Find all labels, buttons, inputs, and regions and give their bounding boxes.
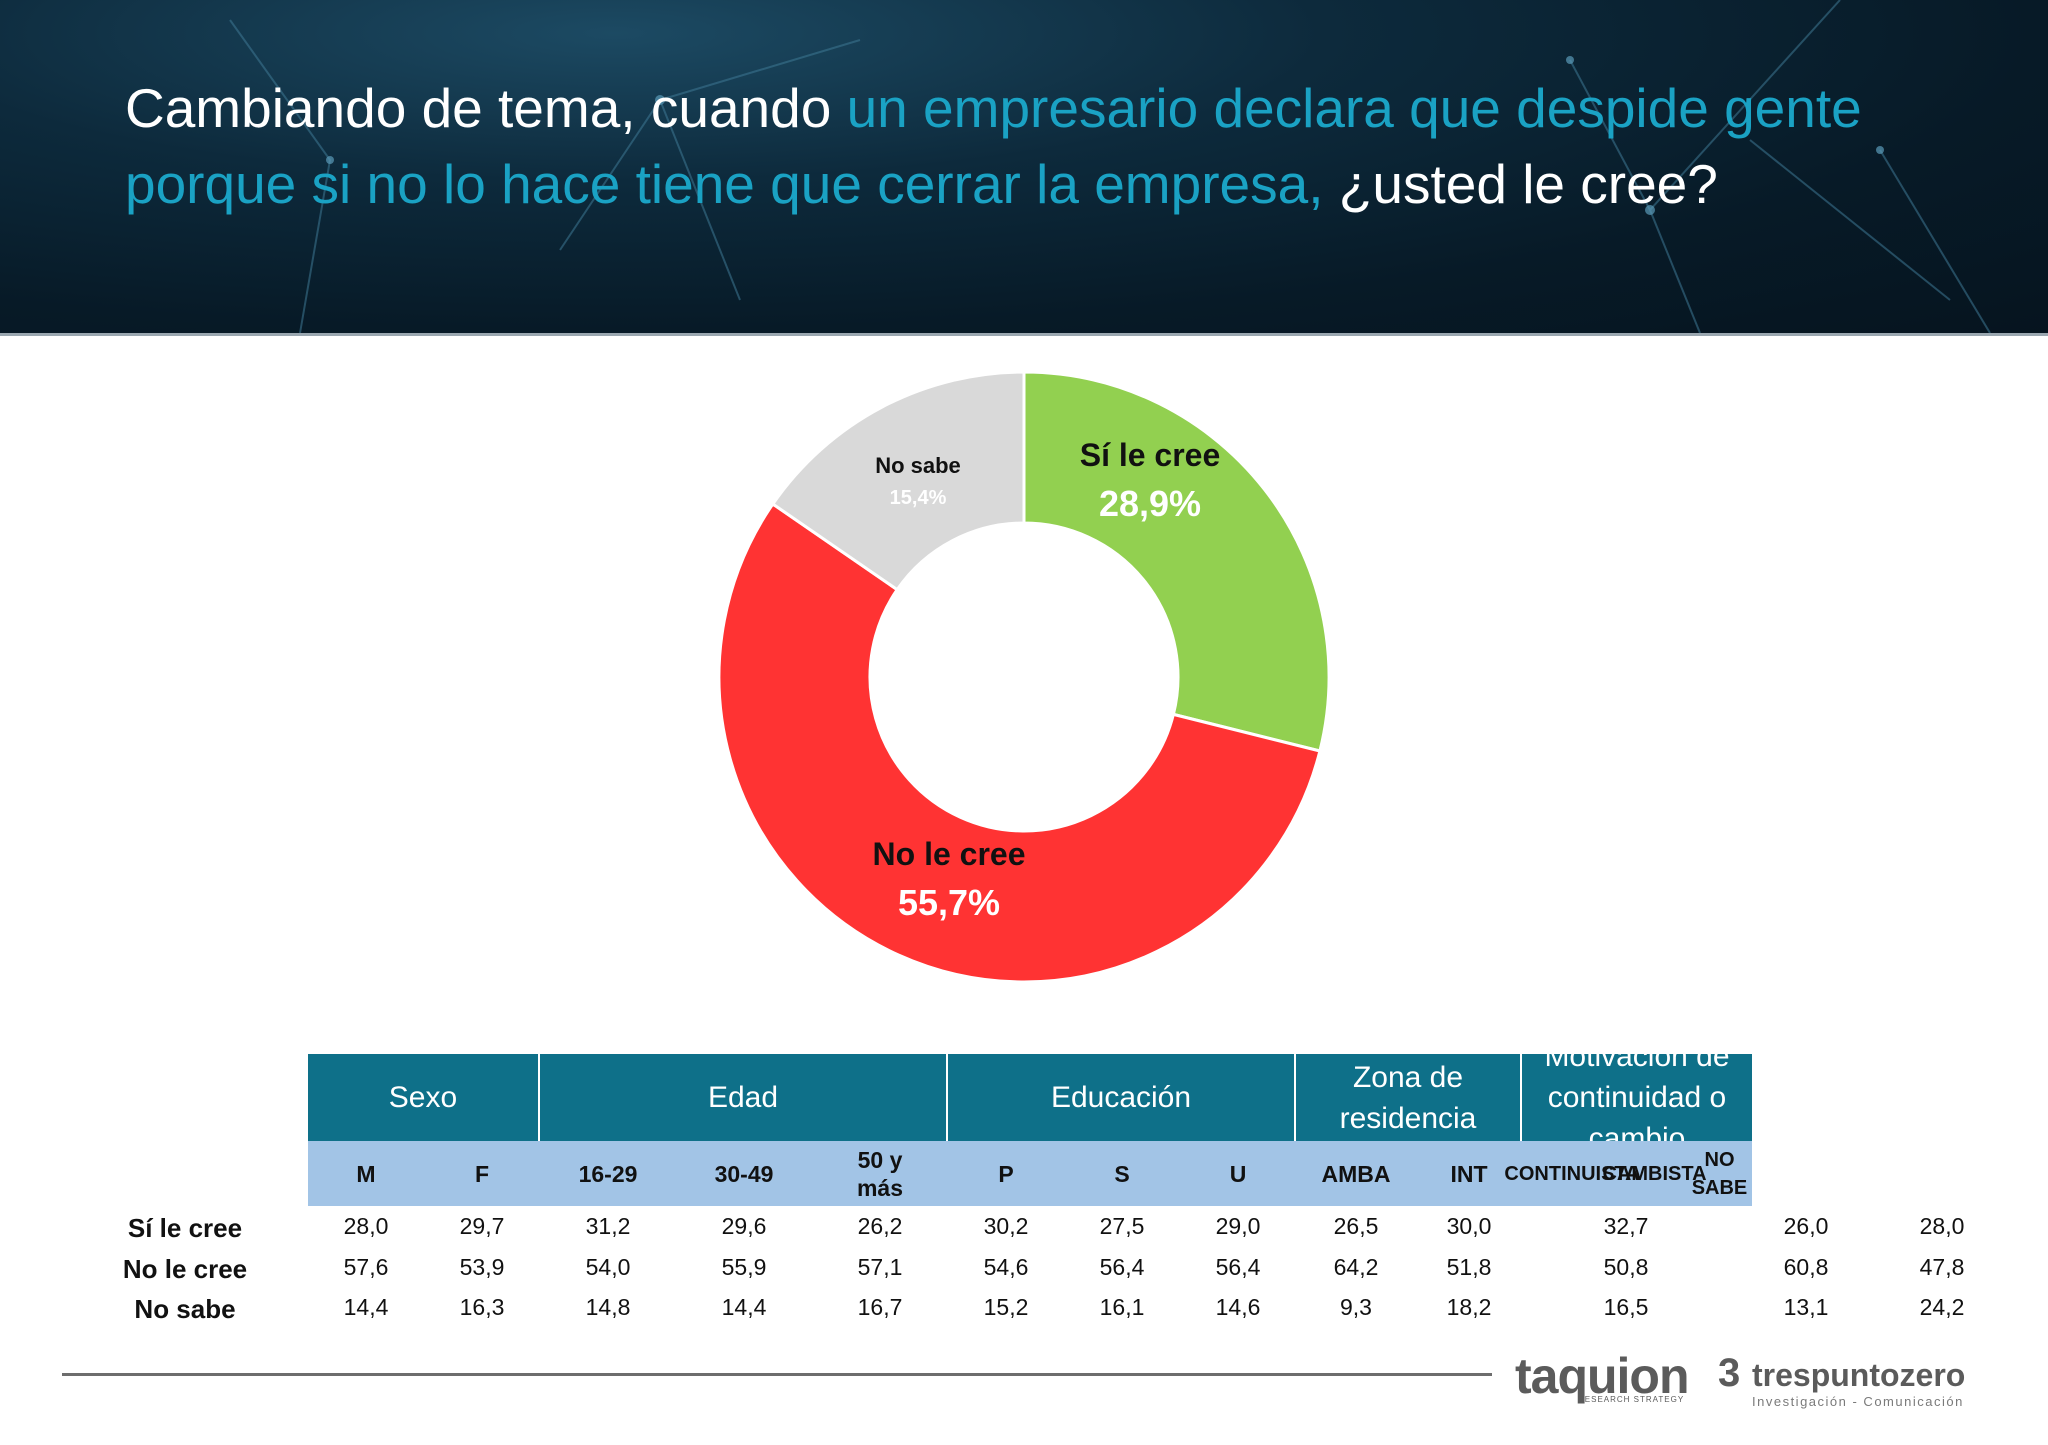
table-cell: 56,4 <box>1099 1254 1145 1280</box>
table-cell: 29,7 <box>459 1213 505 1239</box>
donut-slice <box>717 501 1322 984</box>
slice-label: No le cree <box>873 836 1026 872</box>
trespuntozero-logo-mark: 3 <box>1718 1351 1741 1395</box>
donut-slice <box>770 370 1026 592</box>
table-cell: 14,8 <box>585 1294 631 1320</box>
column-header: CONTINUISTA <box>1504 1162 1640 1185</box>
header-banner: Cambiando de tema, cuando un empresario … <box>0 0 2048 333</box>
group-header-edad: Edad <box>540 1054 948 1141</box>
table-cell: 9,3 <box>1340 1294 1372 1320</box>
table-cell: 16,1 <box>1099 1294 1145 1320</box>
column-header: INT <box>1450 1160 1488 1187</box>
row-label: Sí le cree <box>127 1213 243 1243</box>
column-header: 50 y más <box>856 1146 904 1201</box>
table-group-header: Sexo Edad Educación Zona de residencia M… <box>308 1040 1752 1155</box>
donut-chart: Sí le cree 28,9% No le cree 55,7% No sabe 15,… <box>717 370 1331 984</box>
group-header-motivacion: Motivación de continuidad o cambio <box>1544 1040 1730 1155</box>
table-cell: 26,5 <box>1333 1213 1379 1239</box>
page-title: Cambiando de tema, cuando un empresario … <box>125 70 1865 222</box>
table-cell: 53,9 <box>459 1254 505 1280</box>
column-header: F <box>474 1160 490 1187</box>
table-cell: 51,8 <box>1446 1254 1492 1280</box>
table-cell: 30,2 <box>983 1213 1029 1239</box>
trespuntozero-logo: trespuntozero <box>1752 1357 1966 1393</box>
table-cell: 32,7 <box>1603 1213 1649 1239</box>
column-header: AMBA <box>1321 1160 1391 1187</box>
table-cell: 16,5 <box>1603 1294 1649 1320</box>
table-cell: 14,6 <box>1215 1294 1261 1320</box>
group-header-educacion: Educación <box>948 1054 1296 1141</box>
table-cell: 30,0 <box>1446 1213 1492 1239</box>
table-cell: 16,3 <box>459 1294 505 1320</box>
column-header: M <box>356 1160 376 1187</box>
footer-divider <box>62 1373 1492 1376</box>
slice-value-label: 15,4% <box>890 487 947 509</box>
slice-label: No sabe <box>875 453 961 478</box>
group-header-sexo: Sexo <box>308 1054 540 1141</box>
table-cell: 47,8 <box>1919 1254 1965 1280</box>
table-cell: 18,2 <box>1446 1294 1492 1320</box>
table-cell: 15,2 <box>983 1294 1029 1320</box>
row-label: No le cree <box>122 1254 248 1284</box>
table-cell: 16,7 <box>857 1294 903 1320</box>
table-cell: 64,2 <box>1333 1254 1379 1280</box>
table-cell: 57,1 <box>857 1254 903 1280</box>
table-column-header: M F 16-29 30-49 50 y más P S U AMBA INT … <box>308 1141 1752 1206</box>
table-cell: 50,8 <box>1603 1254 1649 1280</box>
header-separator <box>0 333 2048 336</box>
column-header: 16-29 <box>578 1160 638 1187</box>
table-cell: 13,1 <box>1783 1294 1829 1320</box>
table-cell: 26,2 <box>857 1213 903 1239</box>
slice-label: Sí le cree <box>1080 437 1221 473</box>
table-cell: 26,0 <box>1783 1213 1829 1239</box>
table-cell: 24,2 <box>1919 1294 1965 1320</box>
group-header-zona: Zona de residencia <box>1296 1054 1522 1141</box>
table-cell: 29,6 <box>721 1213 767 1239</box>
title-part1: Cambiando de tema, cuando <box>125 77 847 139</box>
column-header: S <box>1114 1160 1130 1187</box>
column-header: U <box>1229 1160 1247 1187</box>
table-cell: 29,0 <box>1215 1213 1261 1239</box>
table-cell: 31,2 <box>585 1213 631 1239</box>
donut-slice <box>1022 370 1331 753</box>
table-cell: 28,0 <box>343 1213 389 1239</box>
taquion-logo-subtitle: RESEARCH STRATEGY <box>1578 1395 1685 1404</box>
column-header: CAMBISTA <box>1602 1162 1707 1185</box>
table-cell: 54,0 <box>585 1254 631 1280</box>
table-cell: 54,6 <box>983 1254 1029 1280</box>
slice-value-label: 28,9% <box>1099 483 1201 524</box>
column-header: P <box>998 1160 1014 1187</box>
table-cell: 57,6 <box>343 1254 389 1280</box>
trespuntozero-logo-subtitle: Investigación - Comunicación <box>1752 1394 1964 1409</box>
column-header: NO SABE <box>1691 1148 1748 1199</box>
table-cell: 14,4 <box>343 1294 389 1320</box>
table-cell: 27,5 <box>1099 1213 1145 1239</box>
table-cell: 55,9 <box>721 1254 767 1280</box>
row-label: No sabe <box>134 1294 236 1324</box>
column-header: 30-49 <box>714 1160 774 1187</box>
header-network-graphic <box>229 0 1991 333</box>
slice-value-label: 55,7% <box>898 882 1000 923</box>
table-cell: 28,0 <box>1919 1213 1965 1239</box>
table-cell: 14,4 <box>721 1294 767 1320</box>
taquion-logo: taquion <box>1515 1348 1690 1404</box>
table-cell: 60,8 <box>1783 1254 1829 1280</box>
table-cell: 56,4 <box>1215 1254 1261 1280</box>
title-part2: ¿usted le cree? <box>1323 153 1718 215</box>
title-highlight: un empresario declara que despide gente … <box>125 77 1862 215</box>
